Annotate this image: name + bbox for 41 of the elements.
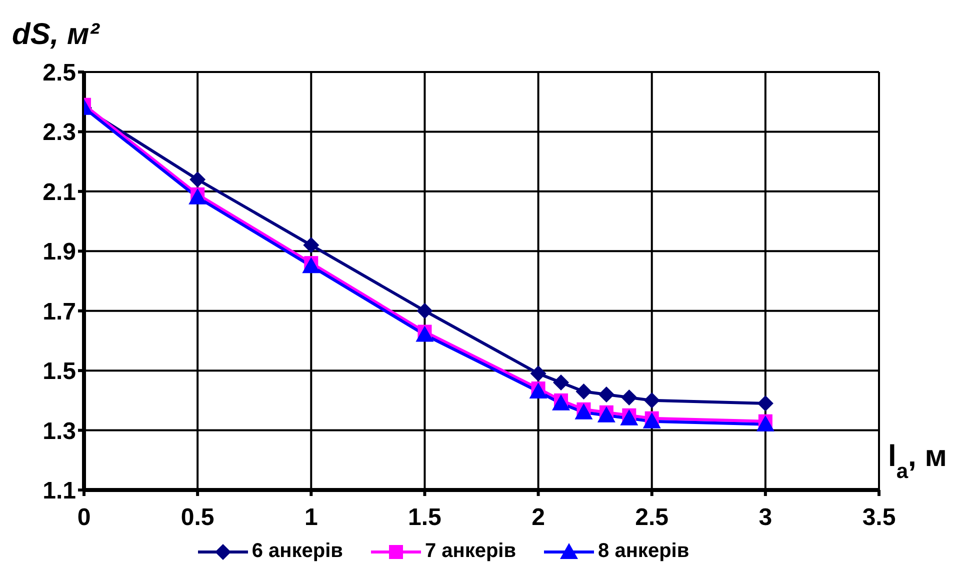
y-tick-label: 2.1 xyxy=(42,178,76,206)
y-tick-label: 2.5 xyxy=(42,60,76,87)
point xyxy=(642,412,661,428)
y-tick-label: 1.5 xyxy=(42,358,76,386)
point xyxy=(644,392,660,408)
point xyxy=(574,403,593,420)
point xyxy=(416,326,434,342)
y-tick-label: 1.7 xyxy=(42,298,76,326)
x-tick-label: 0 xyxy=(77,504,91,532)
point xyxy=(302,257,320,274)
y-tick-label: 1.1 xyxy=(42,478,76,505)
point xyxy=(756,415,774,432)
point xyxy=(190,171,206,188)
point xyxy=(620,409,638,426)
y-tick-label: 1.9 xyxy=(42,238,76,266)
y-tick-label: 2.3 xyxy=(42,119,76,146)
point xyxy=(598,386,614,402)
y-tick-label: 1.3 xyxy=(42,418,76,445)
legend-label: 8 анкерів xyxy=(597,540,690,563)
x-axis-title: l$_{a}$, м xyxy=(888,440,947,482)
x-tick-label: 3.5 xyxy=(862,504,896,532)
point xyxy=(757,395,774,412)
x-tick-label: 2.5 xyxy=(635,504,669,532)
point xyxy=(188,188,207,204)
x-tick-label: 1 xyxy=(304,504,318,532)
x-tick-label: 1.5 xyxy=(408,504,442,532)
point xyxy=(530,366,546,382)
x-tick-label: 2 xyxy=(532,504,545,532)
point xyxy=(529,382,548,398)
point xyxy=(552,394,570,410)
x-tick-label: 0.5 xyxy=(180,504,214,532)
point xyxy=(553,374,569,391)
point xyxy=(303,237,320,254)
point xyxy=(576,383,592,400)
y-axis-title: dS, м² xyxy=(12,18,100,51)
x-tick-label: 3 xyxy=(758,504,772,532)
point xyxy=(621,389,638,406)
legend-label: 6 анкерів xyxy=(250,540,343,563)
point xyxy=(597,406,616,422)
point xyxy=(416,302,433,319)
legend-label: 7 анкерів xyxy=(424,540,516,563)
